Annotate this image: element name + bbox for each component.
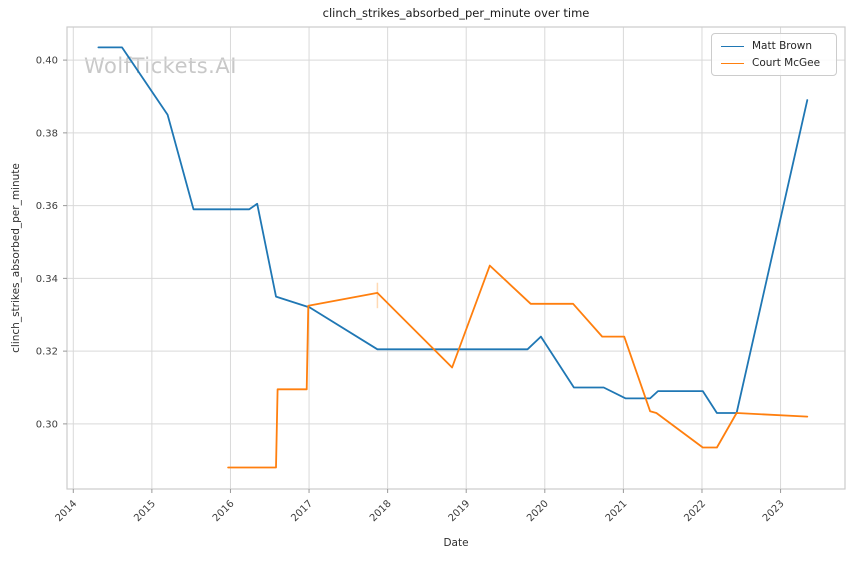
plot-border bbox=[66, 26, 846, 490]
x-axis-label: Date bbox=[443, 537, 469, 549]
x-tick-label: 2021 bbox=[604, 498, 630, 524]
y-tick-label: 0.34 bbox=[36, 274, 58, 285]
x-tick-label: 2018 bbox=[368, 498, 394, 524]
y-tick-label: 0.32 bbox=[36, 347, 58, 358]
legend: Matt Brown Court McGee bbox=[711, 33, 837, 76]
x-tick-label: 2017 bbox=[289, 498, 315, 524]
series-line-matt-brown bbox=[97, 46, 809, 414]
y-tick-label: 0.40 bbox=[36, 56, 58, 67]
series-line-court-mcgee bbox=[227, 264, 809, 469]
x-tick-label: 2019 bbox=[447, 498, 473, 524]
x-tick-label: 2022 bbox=[682, 498, 708, 524]
legend-item-matt-brown: Matt Brown bbox=[721, 40, 827, 52]
legend-label: Court McGee bbox=[752, 57, 821, 69]
legend-line-sample-blue bbox=[721, 45, 744, 47]
x-tick-label: 2023 bbox=[761, 498, 787, 524]
y-tick-label: 0.38 bbox=[36, 128, 58, 139]
x-tick-label: 2016 bbox=[211, 498, 237, 524]
x-tick-label: 2020 bbox=[525, 498, 551, 524]
legend-item-court-mcgee: Court McGee bbox=[721, 57, 827, 69]
chart-title: clinch_strikes_absorbed_per_minute over … bbox=[322, 6, 590, 20]
watermark: WolfTickets.AI bbox=[84, 54, 237, 78]
y-tick-label: 0.30 bbox=[36, 419, 58, 430]
legend-line-sample-orange bbox=[721, 62, 744, 64]
x-tick-label: 2015 bbox=[132, 498, 158, 524]
x-tick-label: 2014 bbox=[54, 498, 80, 524]
y-tick-label: 0.36 bbox=[36, 201, 58, 212]
legend-label: Matt Brown bbox=[752, 40, 813, 52]
